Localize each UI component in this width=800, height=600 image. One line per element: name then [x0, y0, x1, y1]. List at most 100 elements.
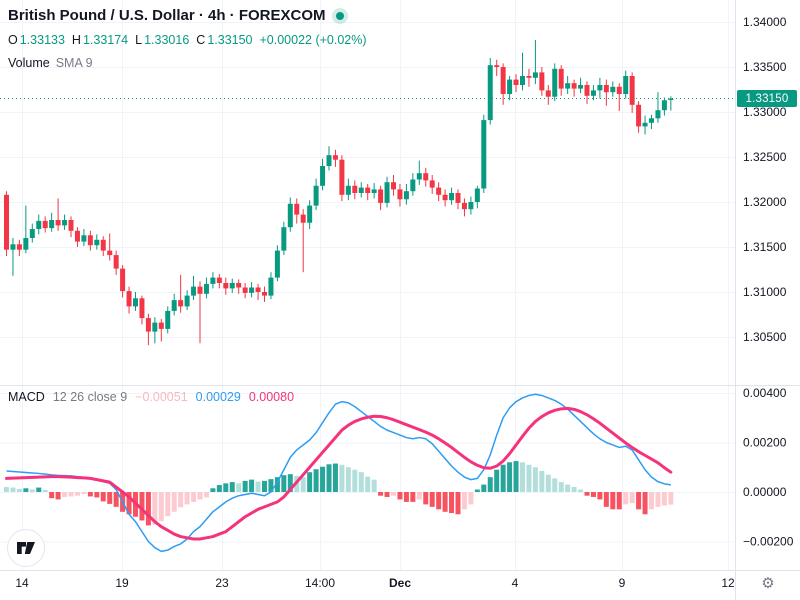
candle-body: [133, 298, 138, 307]
macd-params: 12 26 close 9: [52, 390, 128, 404]
macd-histogram-bar: [603, 492, 609, 507]
candle-body: [210, 277, 216, 284]
candle-body: [442, 194, 448, 201]
macd-histogram-bar: [378, 492, 384, 496]
macd-histogram-bar: [584, 492, 590, 496]
macd-histogram-bar: [590, 492, 596, 497]
macd-histogram-bar: [249, 479, 255, 492]
macd-histogram-bar: [558, 482, 564, 492]
candle-body: [649, 118, 654, 123]
candle-body: [158, 322, 164, 329]
macd-histogram-bar: [565, 484, 571, 492]
macd-histogram-bar: [539, 470, 545, 492]
candle-body: [371, 189, 377, 193]
macd-histogram-bar: [281, 475, 287, 492]
macd-histogram-bar: [552, 478, 558, 492]
price-tick-label[interactable]: 1.31500: [743, 240, 787, 254]
macd-histogram-bar: [397, 492, 403, 500]
open-value: 1.33133: [19, 33, 65, 47]
candle-body: [326, 155, 332, 166]
macd-histogram-bar: [178, 492, 184, 508]
macd-histogram-bar: [165, 492, 171, 517]
price-tick-label[interactable]: 1.30500: [743, 330, 787, 344]
candle-body: [332, 155, 338, 160]
macd-histogram-bar: [636, 492, 642, 510]
high-label: H: [71, 33, 81, 47]
tradingview-logo[interactable]: [7, 529, 45, 567]
time-axis-label[interactable]: 4: [512, 576, 519, 590]
macd-histogram-bar: [623, 492, 629, 505]
macd-histogram-bar: [197, 492, 203, 500]
candle-body: [23, 238, 29, 250]
open-label: O: [8, 33, 18, 47]
candle-body: [661, 100, 667, 111]
time-axis-label[interactable]: Dec: [389, 576, 411, 590]
candle-body: [526, 76, 532, 78]
macd-histogram-bar: [4, 487, 9, 492]
candle-body: [352, 185, 358, 193]
time-axis-label[interactable]: 12: [721, 576, 735, 590]
macd-histogram-bar: [442, 492, 448, 512]
candle-body: [281, 227, 287, 251]
candle-body: [520, 76, 525, 85]
macd-histogram-bar: [274, 477, 280, 492]
macd-tick-label[interactable]: 0.00000: [743, 485, 787, 499]
macd-histogram-bar: [571, 487, 577, 492]
candle-body: [184, 295, 190, 307]
time-axis-label[interactable]: 14:00: [305, 576, 335, 590]
candle-body: [262, 292, 267, 296]
candle-body: [197, 286, 203, 294]
macd-histogram-bar: [668, 492, 674, 505]
macd-label[interactable]: MACD: [8, 390, 45, 404]
timezone-settings-gear-icon[interactable]: ⚙: [761, 575, 775, 592]
macd-signal-line: [5, 406, 673, 541]
candle-body: [294, 203, 300, 215]
change-value: +0.00022 (+0.02%): [259, 33, 367, 47]
macd-histogram-bar: [145, 492, 151, 526]
candle-body: [320, 166, 326, 186]
macd-tick-label[interactable]: −0.00200: [743, 535, 794, 549]
price-tick-label[interactable]: 1.34000: [743, 15, 787, 29]
macd-histogram-bar: [223, 483, 229, 492]
macd-histogram-bar: [429, 492, 435, 507]
price-tick-label[interactable]: 1.31000: [743, 285, 787, 299]
macd-tick-label[interactable]: 0.00400: [743, 386, 787, 400]
time-axis-label[interactable]: 9: [619, 576, 626, 590]
macd-histogram-bar: [36, 487, 42, 492]
time-axis-label[interactable]: 23: [215, 576, 229, 590]
macd-histogram-bar: [500, 464, 506, 492]
price-tick-label[interactable]: 1.32500: [743, 150, 787, 164]
time-axis-label[interactable]: 19: [115, 576, 129, 590]
candle-body: [494, 65, 500, 67]
market-status-dot: [335, 11, 344, 20]
candle-body: [365, 187, 371, 193]
price-tick-label[interactable]: 1.32000: [743, 195, 787, 209]
price-tick-label[interactable]: 1.33000: [743, 105, 787, 119]
candle-body: [391, 182, 396, 190]
macd-line: [6, 393, 671, 553]
price-tick-label[interactable]: 1.33500: [743, 60, 787, 74]
candle-body: [339, 159, 345, 195]
macd-histogram-bar: [326, 464, 332, 492]
macd-histogram-bar: [610, 492, 616, 510]
macd-histogram-bar: [191, 492, 197, 502]
candle-body: [436, 187, 442, 195]
macd-histogram-bar: [29, 489, 35, 492]
macd-histogram-bar: [242, 480, 248, 492]
candle-body: [94, 239, 100, 246]
time-axis-label[interactable]: 14: [15, 576, 29, 590]
macd-histogram-bar: [107, 492, 113, 504]
candle-body: [378, 189, 384, 203]
macd-histogram-bar: [416, 492, 422, 500]
volume-label[interactable]: Volume: [8, 56, 50, 70]
tradingview-logo-glyph: [17, 542, 35, 554]
macd-histogram-bar: [345, 467, 351, 492]
macd-histogram-bar: [410, 492, 416, 502]
symbol-title[interactable]: British Pound / U.S. Dollar · 4h · FOREX…: [8, 7, 326, 24]
macd-histogram-bar: [352, 469, 358, 492]
close-value: 1.33150: [207, 33, 253, 47]
macd-tick-label[interactable]: 0.00200: [743, 436, 787, 450]
candle-body: [403, 191, 409, 200]
macd-histogram-bar: [455, 492, 461, 515]
